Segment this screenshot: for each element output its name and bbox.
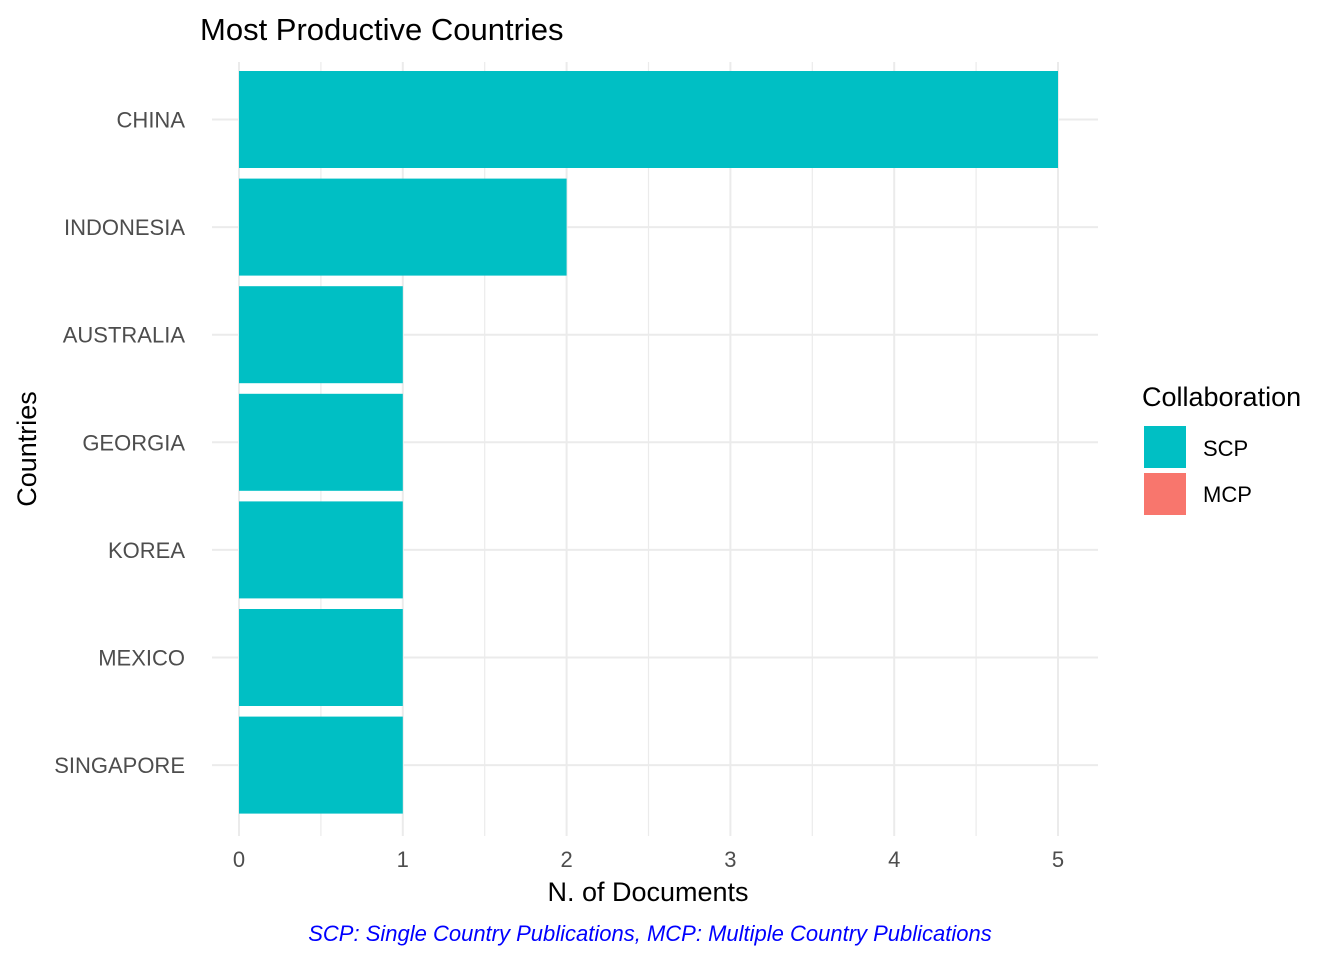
x-tick-label: 1 xyxy=(397,847,409,872)
legend-label-mcp: MCP xyxy=(1203,482,1252,507)
legend-key-mcp xyxy=(1144,473,1186,515)
y-tick-label-mexico: MEXICO xyxy=(98,646,185,671)
y-tick-label-georgia: GEORGIA xyxy=(82,430,185,455)
y-tick-label-china: CHINA xyxy=(117,108,186,133)
x-tick-label: 2 xyxy=(560,847,572,872)
bar-georgia-scp xyxy=(239,393,403,491)
chart-title: Most Productive Countries xyxy=(200,12,564,47)
legend-title: Collaboration xyxy=(1142,382,1301,412)
x-tick-labels: 0 1 2 3 4 5 xyxy=(233,847,1064,872)
legend-label-scp: SCP xyxy=(1203,436,1248,461)
bar-mexico-scp xyxy=(239,609,403,706)
x-tick-label: 4 xyxy=(888,847,900,872)
x-axis-title: N. of Documents xyxy=(547,877,748,907)
y-tick-label-indonesia: INDONESIA xyxy=(64,215,185,240)
bar-indonesia-scp xyxy=(239,178,567,276)
y-tick-labels: CHINA INDONESIA AUSTRALIA GEORGIA KOREA MEXIC… xyxy=(54,108,185,779)
legend-key-scp xyxy=(1144,426,1186,468)
bars-layer xyxy=(239,71,1058,814)
x-tick-label: 0 xyxy=(233,847,245,872)
y-tick-label-australia: AUSTRALIA xyxy=(63,323,186,348)
legend: Collaboration SCP MCP xyxy=(1142,382,1301,515)
bar-china-scp xyxy=(239,71,1058,168)
bar-singapore-scp xyxy=(239,716,403,814)
bar-australia-scp xyxy=(239,286,403,384)
x-tick-label: 5 xyxy=(1052,847,1064,872)
x-tick-label: 3 xyxy=(724,847,736,872)
y-axis-title: Countries xyxy=(12,391,42,507)
y-tick-label-korea: KOREA xyxy=(108,538,185,563)
y-tick-label-singapore: SINGAPORE xyxy=(54,753,185,778)
chart-caption: SCP: Single Country Publications, MCP: M… xyxy=(308,921,992,946)
bar-korea-scp xyxy=(239,501,403,599)
